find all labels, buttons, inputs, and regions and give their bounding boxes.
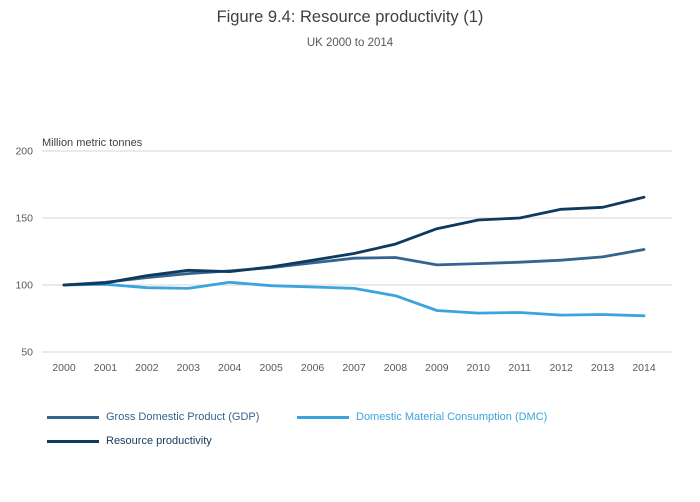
x-tick-label: 2011	[508, 362, 531, 374]
x-tick-label: 2010	[467, 362, 491, 374]
y-tick-label: 100	[15, 280, 33, 292]
legend-label-gdp: Gross Domestic Product (GDP)	[106, 411, 260, 423]
y-axis-title: Million metric tonnes	[42, 137, 143, 149]
x-tick-label: 2005	[259, 362, 283, 374]
chart-subtitle: UK 2000 to 2014	[306, 37, 394, 49]
x-tick-label: 2000	[52, 362, 76, 374]
x-tick-label: 2012	[549, 362, 573, 374]
x-tick-label: 2009	[425, 362, 449, 374]
x-tick-label: 2007	[342, 362, 366, 374]
x-tick-label: 2014	[632, 362, 656, 374]
x-tick-label: 2013	[591, 362, 615, 374]
legend-label-dmc: Domestic Material Consumption (DMC)	[356, 411, 548, 423]
series-line-resource-productivity	[62, 195, 646, 287]
legend-item-dmc[interactable]: Domestic Material Consumption (DMC)	[297, 410, 547, 424]
legend-item-resource-productivity[interactable]: Resource productivity	[47, 434, 212, 448]
x-tick-label: 2006	[301, 362, 325, 374]
x-tick-label: 2002	[135, 362, 159, 374]
dmc-line-swatch-icon	[297, 415, 349, 419]
chart-title: Figure 9.4: Resource productivity (1)	[216, 8, 484, 26]
y-tick-label: 50	[21, 347, 33, 359]
gdp-line-swatch-icon	[47, 415, 99, 419]
legend-item-gdp[interactable]: Gross Domestic Product (GDP)	[47, 410, 259, 424]
x-tick-label: 2001	[94, 362, 118, 374]
x-tick-label: 2004	[218, 362, 242, 374]
y-tick-label: 200	[15, 146, 33, 158]
legend-label-resource-productivity: Resource productivity	[106, 435, 212, 447]
resource-productivity-line-swatch-icon	[47, 439, 99, 443]
x-tick-label: 2003	[177, 362, 201, 374]
x-tick-label: 2008	[384, 362, 408, 374]
series-line-domestic-material-consumption-dmc-	[62, 280, 646, 318]
y-tick-label: 150	[15, 213, 33, 225]
series-line-gross-domestic-product-gdp-	[62, 248, 646, 287]
